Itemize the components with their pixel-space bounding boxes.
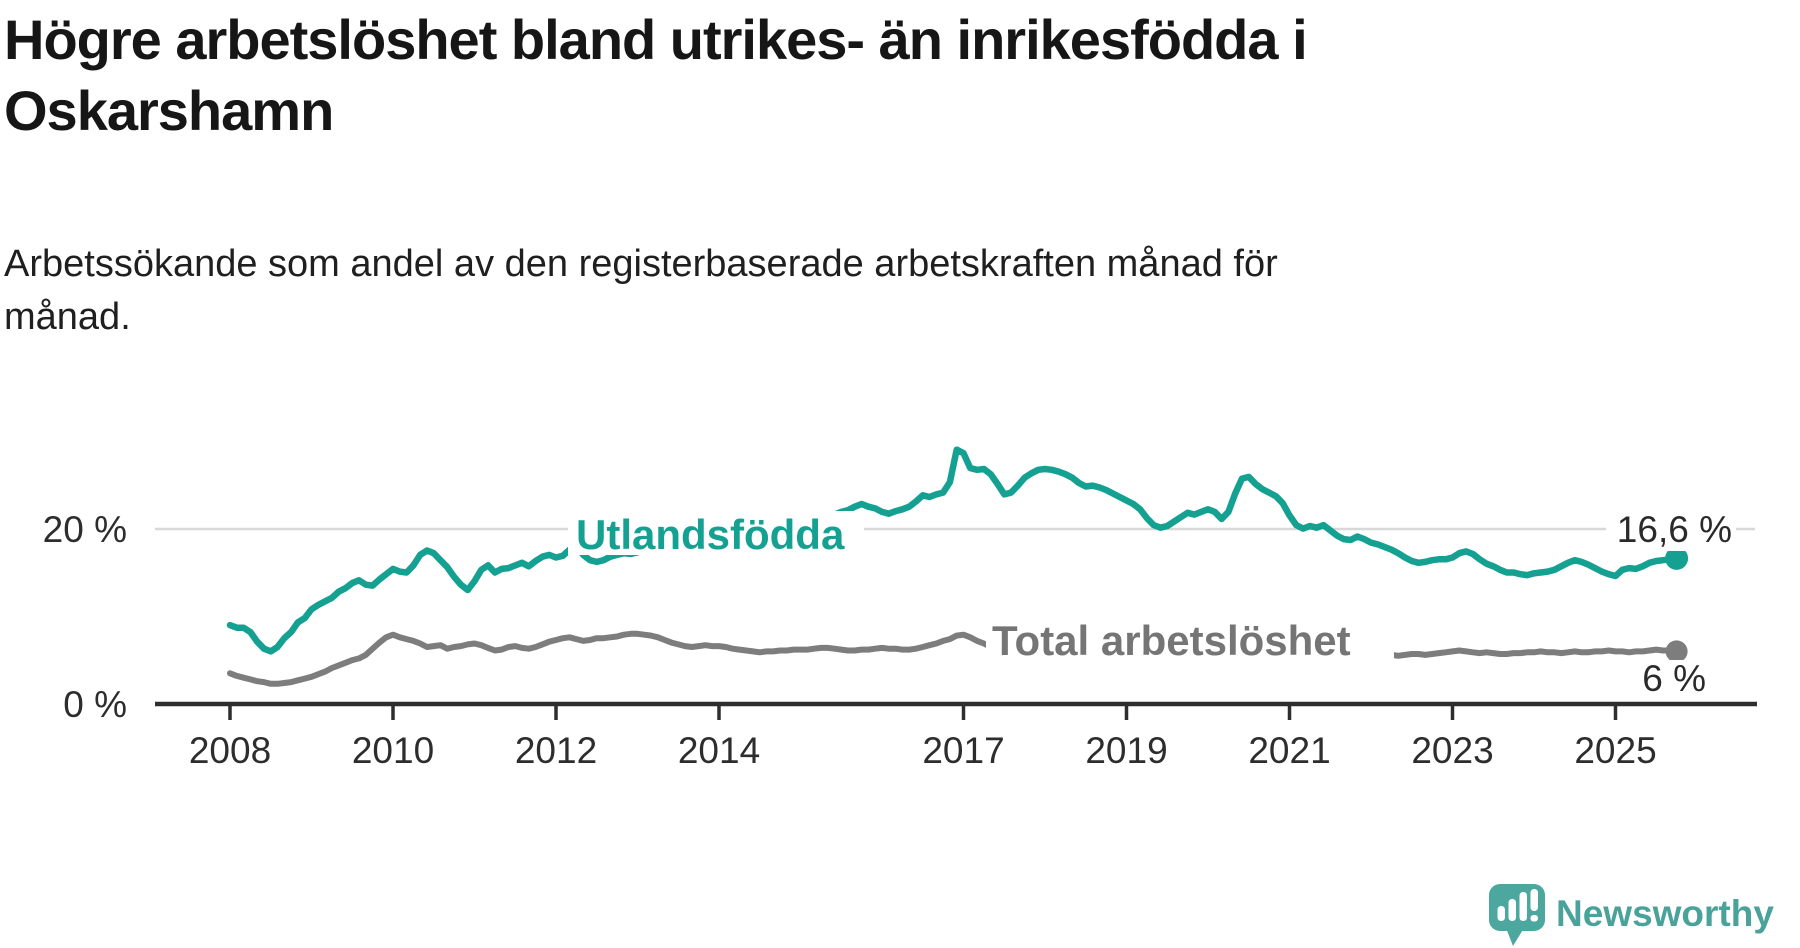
series-total-arbetsloshet-line — [227, 630, 1680, 687]
utlandsfodda-value-halo — [1606, 509, 1736, 551]
total-value-halo — [1648, 660, 1714, 698]
chart-subtitle: Arbetssökande som andel av den registerb… — [4, 238, 1278, 344]
x-axis-ticks: 2008 2010 2012 2014 2017 2019 2021 2023 2025 — [189, 705, 1657, 771]
utlandsfodda-label-halo — [568, 511, 864, 555]
chart-subtitle-line-2: månad. — [4, 296, 131, 338]
x-tick-label: 2023 — [1411, 730, 1493, 771]
series-utlandsfodda-end-dot — [1665, 546, 1689, 570]
x-tick-label: 2014 — [678, 730, 760, 771]
total-label-halo — [986, 617, 1394, 663]
series-label-utlandsfodda: Utlandsfödda — [576, 511, 845, 558]
newsworthy-logo-icon[interactable] — [1487, 882, 1551, 948]
y-tick-label-0: 0 % — [63, 684, 127, 725]
chart-subtitle-line-1: Arbetssökande som andel av den registerb… — [4, 243, 1278, 285]
series-utlandsfodda-line — [226, 446, 1680, 655]
page-title: Högre arbetslöshet bland utrikes- än inr… — [4, 4, 1308, 146]
y-tick-label-20: 20 % — [43, 509, 127, 550]
page-title-line-2: Oskarshamn — [4, 79, 334, 142]
series-label-total-arbetsloshet: Total arbetslöshet — [992, 617, 1351, 664]
value-label-utlandsfodda: 16,6 % — [1617, 509, 1732, 550]
value-label-total-arbetsloshet: 6 % — [1642, 658, 1706, 699]
x-tick-label: 2019 — [1085, 730, 1167, 771]
page-title-line-1: Högre arbetslöshet bland utrikes- än inr… — [4, 8, 1308, 71]
x-tick-label: 2025 — [1574, 730, 1656, 771]
x-tick-label: 2021 — [1248, 730, 1330, 771]
newsworthy-brand-text[interactable]: Newsworthy — [1556, 893, 1774, 934]
x-tick-label: 2010 — [352, 730, 434, 771]
series-total-arbetsloshet-end-dot — [1665, 640, 1688, 663]
x-tick-label: 2008 — [189, 730, 271, 771]
x-tick-label: 2012 — [515, 730, 597, 771]
x-tick-label: 2017 — [922, 730, 1004, 771]
